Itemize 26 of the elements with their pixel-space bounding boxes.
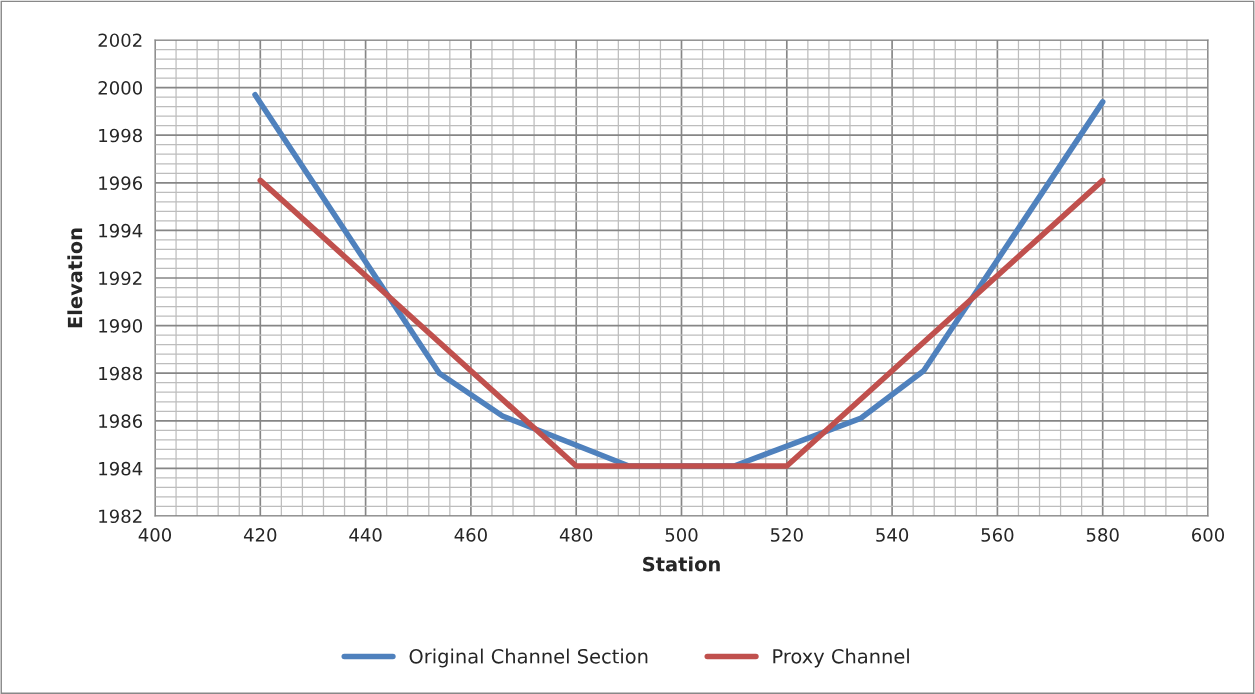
y-tick-label: 1992 <box>99 271 142 286</box>
x-tick-label: 580 <box>1086 528 1119 542</box>
y-tick-label: 1986 <box>99 414 143 428</box>
x-tick-label: 500 <box>665 528 698 542</box>
x-tick-label: 460 <box>454 528 487 542</box>
y-axis-title: Elevation <box>67 228 83 328</box>
y-tick-label: 1984 <box>99 461 143 476</box>
x-tick-label: 400 <box>138 528 172 542</box>
y-tick-label: 1982 <box>99 509 142 524</box>
y-tick-label: 2000 <box>98 81 142 95</box>
x-tick-label: 420 <box>243 528 277 542</box>
y-tick-label: 2002 <box>98 33 142 48</box>
x-axis-title: Station <box>643 556 720 572</box>
y-tick-label: 1988 <box>99 366 142 381</box>
x-tick-label: 540 <box>876 528 909 542</box>
x-tick-label: 520 <box>770 528 803 542</box>
x-tick-label: 440 <box>349 528 382 542</box>
y-tick-label: 1990 <box>99 319 142 333</box>
legend-label: Original Channel Section <box>409 648 648 668</box>
y-tick-label: 1998 <box>99 128 142 143</box>
x-tick-label: 480 <box>559 528 593 542</box>
legend-label: Proxy Channel <box>773 648 909 668</box>
y-tick-label: 1994 <box>99 223 143 238</box>
y-tick-label: 1996 <box>99 176 143 190</box>
x-tick-label: 560 <box>981 528 1014 542</box>
x-tick-label: 600 <box>1192 528 1225 542</box>
